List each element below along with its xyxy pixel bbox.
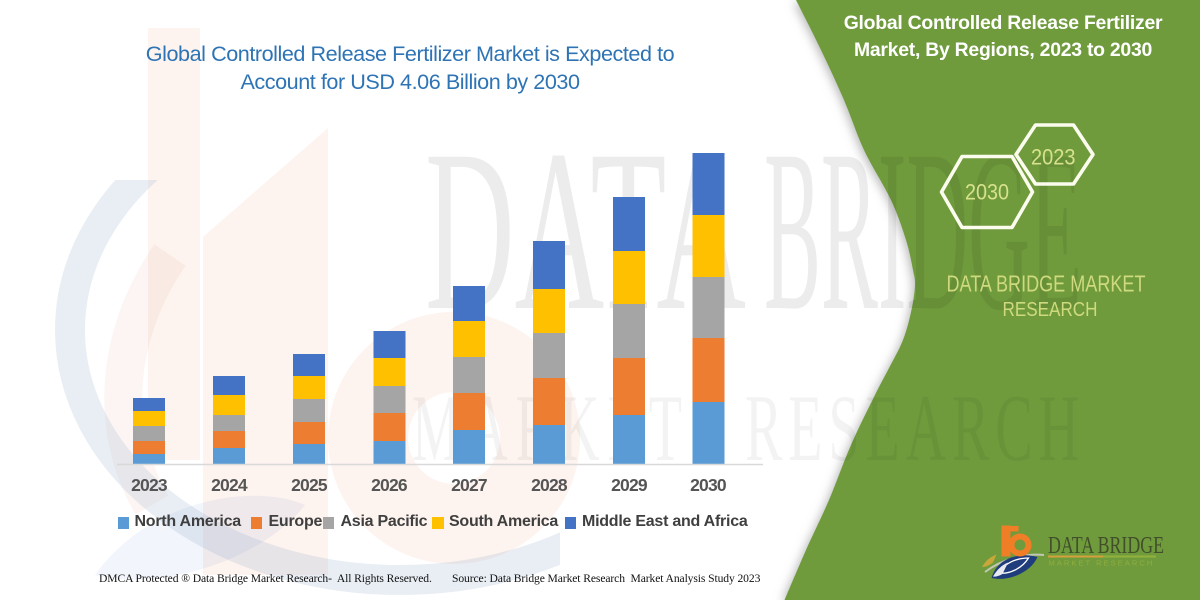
svg-text:2030: 2030 xyxy=(965,180,1009,205)
svg-text:2023: 2023 xyxy=(1031,145,1076,170)
svg-text:DATA BRIDGE: DATA BRIDGE xyxy=(1048,533,1164,559)
svg-text:MARKET RESEARCH: MARKET RESEARCH xyxy=(1049,559,1155,568)
svg-text:RESEARCH: RESEARCH xyxy=(1003,299,1098,321)
svg-text:DATA BRIDGE MARKET: DATA BRIDGE MARKET xyxy=(947,271,1146,297)
svg-text:RESEARCH: RESEARCH xyxy=(745,375,1085,481)
svg-text:BRIDGE: BRIDGE xyxy=(764,102,1082,358)
